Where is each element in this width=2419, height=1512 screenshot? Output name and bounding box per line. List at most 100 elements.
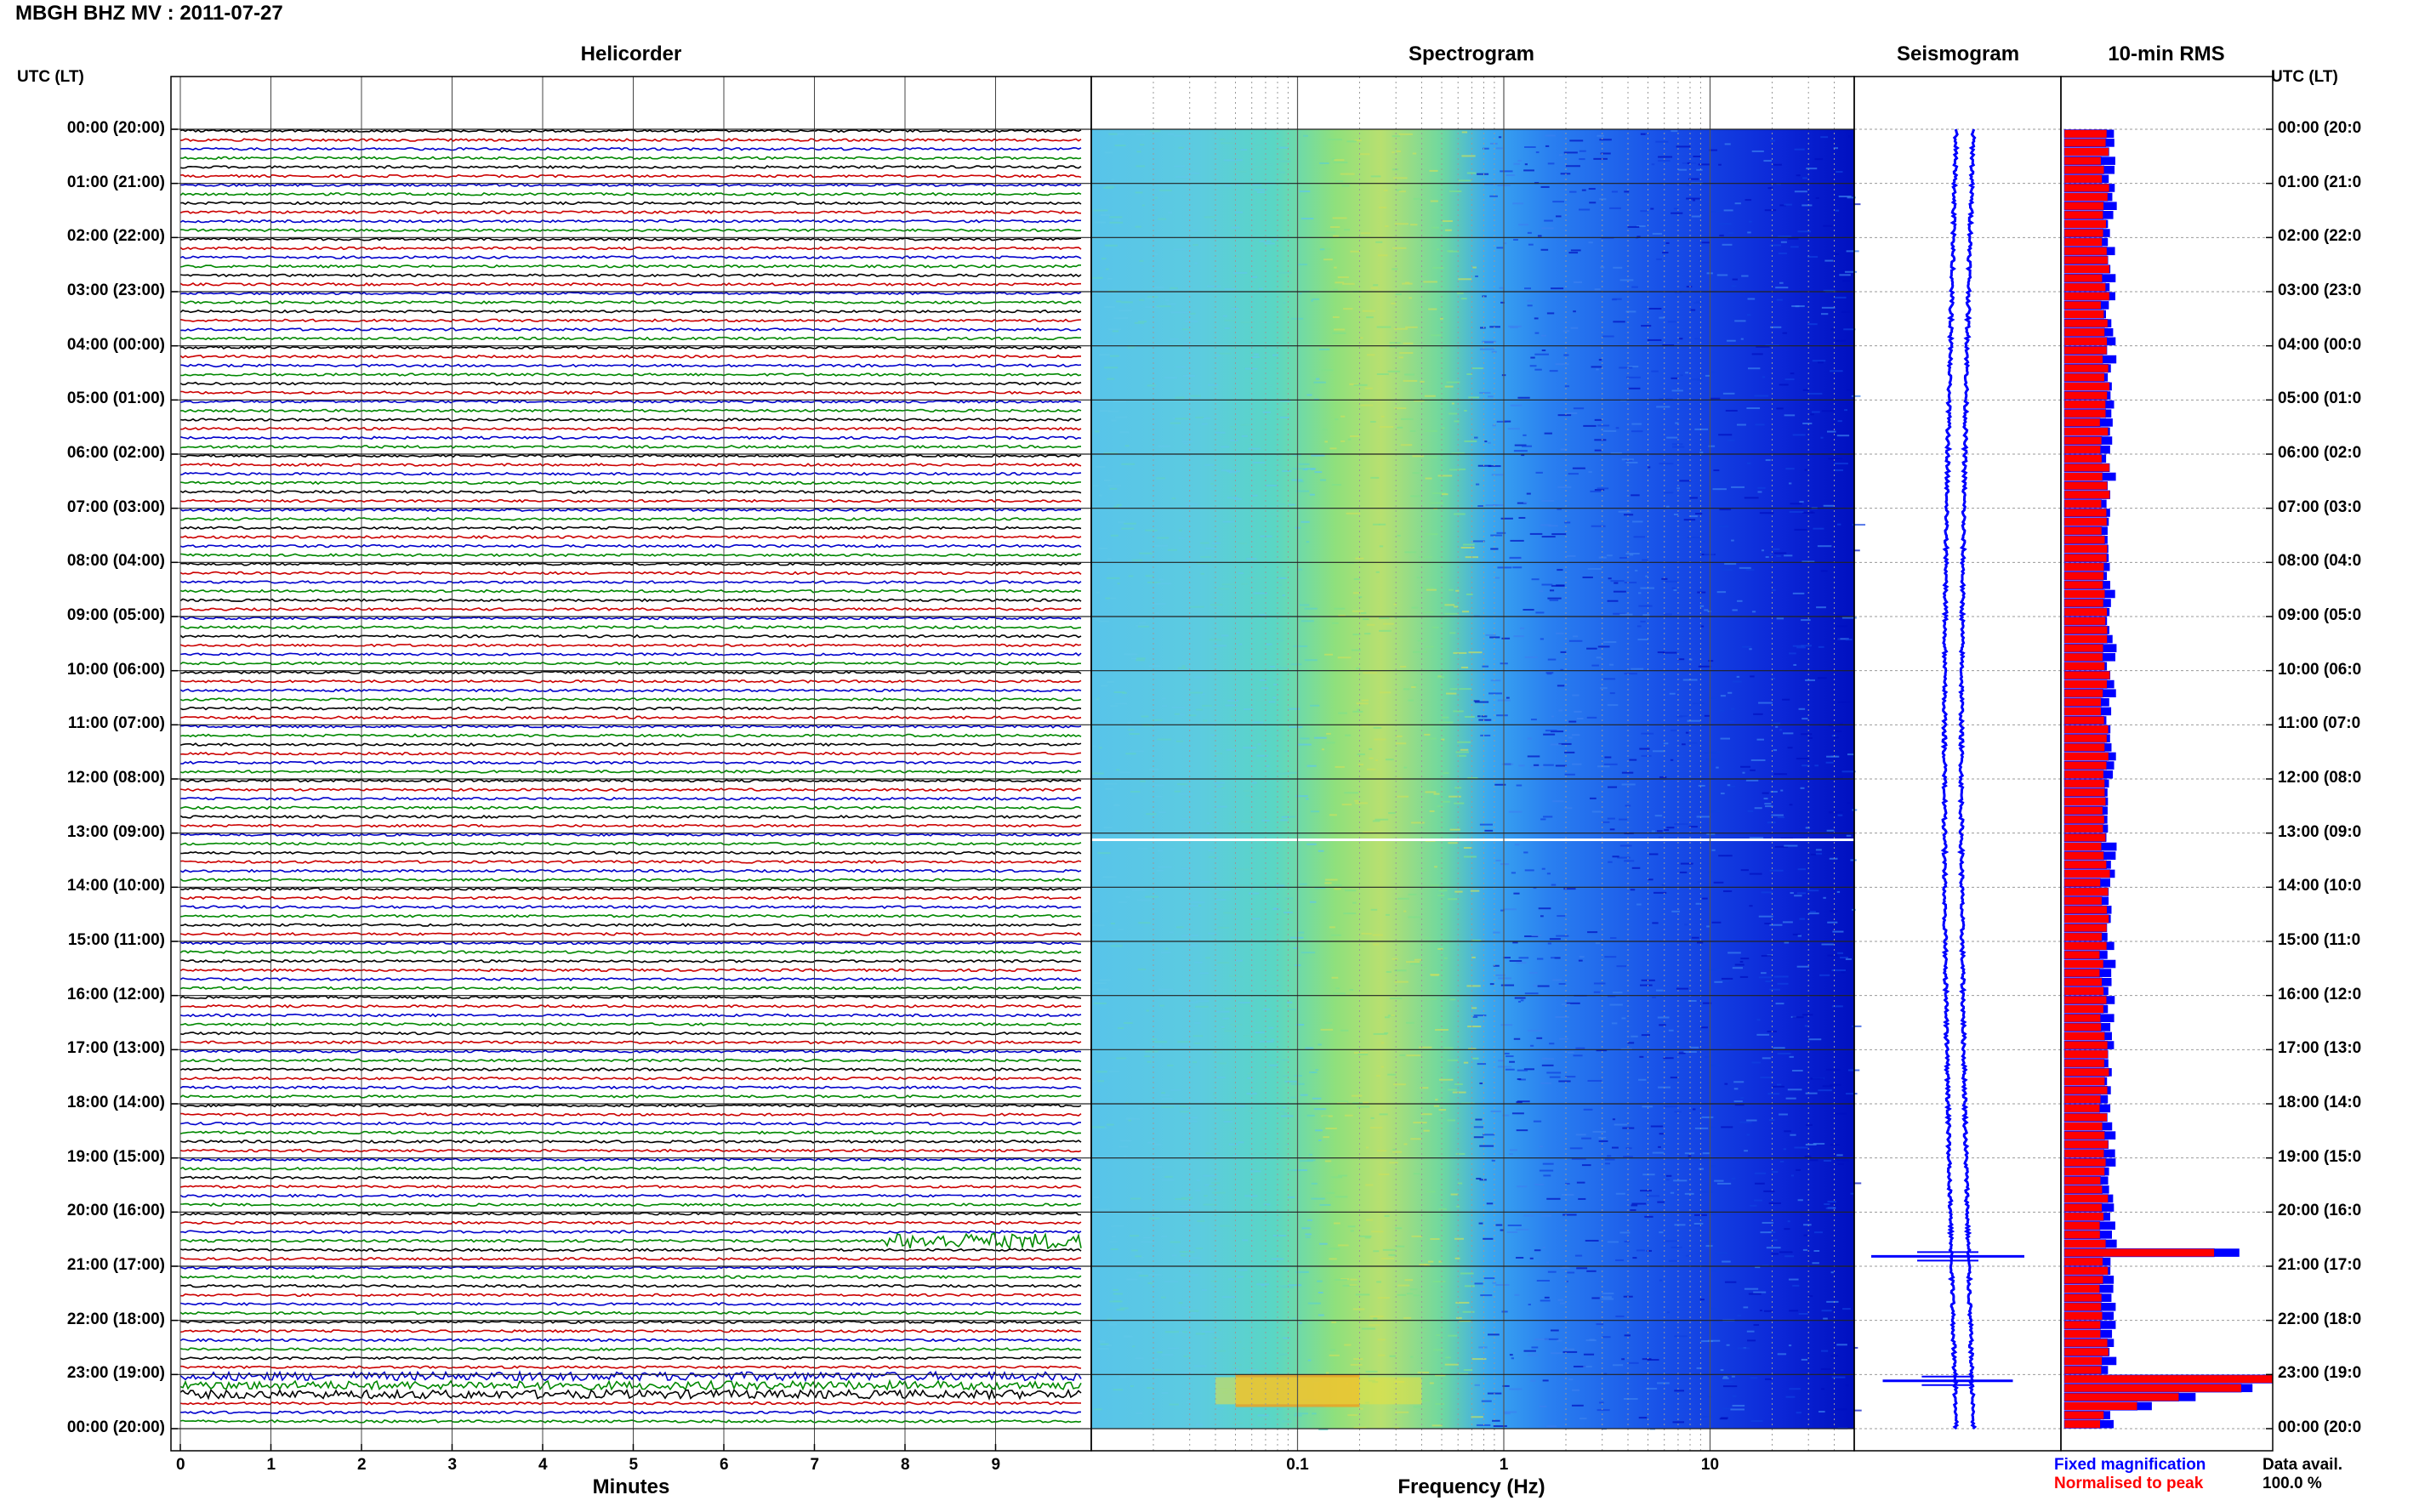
spectrogram-cell — [1375, 241, 1383, 243]
spectrogram-cell — [1301, 620, 1314, 622]
spectrogram-cell — [1833, 736, 1839, 739]
spectrogram-cell — [1489, 636, 1500, 639]
spectrogram-cell — [1493, 964, 1500, 967]
spectrogram-cell — [1393, 603, 1397, 605]
spectrogram-cell — [1412, 472, 1420, 475]
spectrogram-cell — [1557, 1299, 1564, 1301]
spectrogram-cell — [1210, 734, 1216, 736]
time-label: 00:00 (20:00) — [66, 119, 165, 137]
spectrogram-cell — [1739, 960, 1744, 963]
spectrogram-cell — [1222, 520, 1235, 523]
spectrogram-cell — [1393, 407, 1407, 410]
spectrogram-cell — [1108, 133, 1118, 135]
rms-bar-normalised — [2063, 725, 2109, 734]
helicorder-trace — [179, 706, 1082, 711]
spectrogram-cell — [1128, 575, 1134, 577]
spectrogram-cell — [1156, 305, 1171, 308]
spectrogram-cell — [1137, 968, 1147, 970]
helicorder-trace — [179, 751, 1082, 756]
spectrogram-cell — [1236, 298, 1243, 300]
spectrogram-cell — [1542, 1162, 1554, 1165]
spectrogram-cell — [1219, 138, 1225, 140]
spectrogram-cell — [1282, 469, 1292, 472]
spectrogram-cell — [1123, 1335, 1133, 1338]
spectrogram-cell — [1259, 850, 1265, 852]
spectrogram-cell — [1464, 440, 1477, 442]
time-label-right: 00:00 (20:0 — [2278, 1418, 2362, 1436]
spectrogram-cell — [1509, 959, 1523, 962]
spectrogram-cell — [1334, 328, 1346, 331]
spectrogram-cell — [1770, 722, 1781, 725]
spectrogram-cell — [1411, 685, 1416, 688]
helicorder-xlabel: Minutes — [592, 1475, 670, 1498]
spectrogram-cell — [1736, 423, 1746, 426]
spectrogram-cell — [1534, 368, 1542, 371]
spectrogram-cell — [1223, 159, 1235, 162]
spectrogram-cell — [1479, 823, 1493, 826]
helicorder-trace — [179, 986, 1082, 991]
spectrogram-cell — [1223, 1120, 1233, 1123]
spectrogram-cell — [1785, 1395, 1796, 1398]
spectrogram-cell — [1232, 1364, 1242, 1367]
spectrogram-cell — [1550, 1352, 1562, 1355]
spectrogram-cell — [1757, 486, 1766, 489]
spectrogram-cell — [1230, 715, 1234, 718]
spectrogram-cell — [1523, 851, 1528, 854]
spectrogram-cell — [1792, 933, 1801, 935]
helicorder-trace — [179, 201, 1082, 206]
spectrogram-cell — [1261, 1066, 1277, 1069]
spectrogram-cell — [1513, 450, 1528, 452]
spectrogram-cell — [1777, 1353, 1787, 1356]
spectrogram-cell — [1261, 1417, 1273, 1419]
spectrogram-cell — [1695, 513, 1703, 515]
spectrogram-cell — [1373, 1250, 1380, 1253]
seismogram-trace — [1940, 128, 1960, 1430]
spectrogram-cell — [1200, 880, 1210, 883]
helicorder-trace — [179, 255, 1082, 259]
spectrogram-cell — [1130, 1197, 1141, 1200]
helicorder-trace — [179, 1148, 1082, 1153]
spectrogram-cell — [1542, 1246, 1545, 1248]
spectrogram-cell — [1174, 713, 1180, 715]
spectrogram-cell — [1167, 549, 1177, 551]
spectrogram-cell — [1828, 811, 1843, 814]
spectrogram-cell — [1784, 378, 1795, 381]
rms-bar-normalised — [2063, 327, 2105, 337]
spectrogram-cell — [1137, 1107, 1143, 1110]
spectrogram-cell — [1612, 1118, 1616, 1121]
spectrogram-cell — [1208, 850, 1215, 852]
spectrogram-cell — [1403, 342, 1414, 344]
spectrogram-cell — [1545, 1261, 1549, 1264]
spectrogram-cell — [1355, 557, 1364, 560]
spectrogram-cell — [1389, 1162, 1398, 1164]
spectrogram-cell — [1851, 203, 1861, 206]
spectrogram-cell — [1278, 1407, 1283, 1410]
spectrogram-cell — [1573, 1054, 1583, 1057]
spectrogram-cell — [1334, 1222, 1340, 1225]
spectrogram-cell — [1479, 391, 1491, 394]
spectrogram-cell — [1215, 1350, 1226, 1352]
helicorder-trace — [179, 923, 1082, 928]
spectrogram-cell — [1413, 1406, 1424, 1408]
spectrogram-cell — [1805, 679, 1816, 681]
spectrogram-cell — [1471, 1416, 1483, 1418]
spectrogram-cell — [1596, 1049, 1608, 1052]
spectrogram-cell — [1213, 782, 1225, 784]
spectrogram-cell — [1707, 969, 1722, 971]
spectrogram-cell — [1762, 792, 1769, 794]
spectrogram-cell — [1836, 523, 1841, 526]
spectrogram-cell — [1582, 576, 1593, 578]
spectrogram-cell — [1252, 782, 1257, 784]
spectrogram-cell — [1563, 354, 1569, 356]
spectrogram-cell — [1157, 738, 1172, 741]
spectrogram-cell — [1114, 145, 1126, 147]
spectrogram-cell — [1516, 784, 1523, 787]
spectrogram-cell — [1145, 529, 1158, 531]
spectrogram-cell — [1688, 178, 1699, 180]
spectrogram-cell — [1828, 725, 1833, 727]
helicorder-trace — [179, 1338, 1082, 1343]
spectrogram-cell — [1181, 935, 1188, 937]
spectrogram-cell — [1535, 611, 1545, 614]
spectrogram-cell — [1837, 1163, 1844, 1166]
spectrogram-cell — [1821, 943, 1834, 946]
